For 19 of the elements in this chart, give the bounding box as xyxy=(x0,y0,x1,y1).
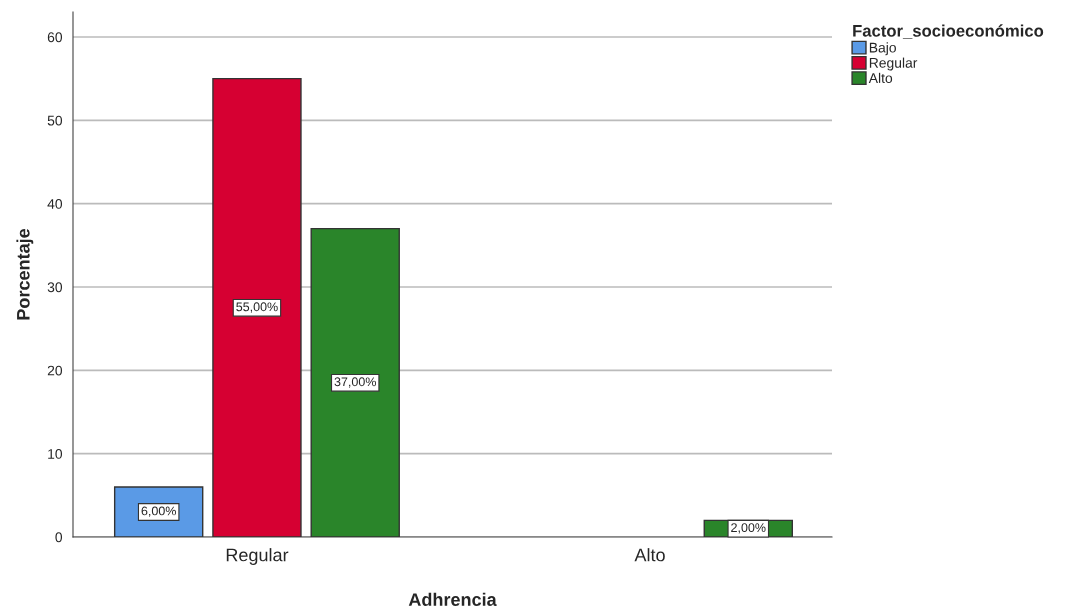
y-tick-label: 40 xyxy=(47,199,63,209)
y-axis-title: Porcentaje xyxy=(16,228,34,320)
legend-label: Regular xyxy=(869,57,918,71)
data-label: 6,00% xyxy=(141,506,176,517)
data-label: 37,00% xyxy=(334,377,376,388)
bar xyxy=(310,227,400,537)
data-label: 2,00% xyxy=(731,523,766,534)
x-axis-title: Adhrencia xyxy=(408,592,497,606)
y-tick-label: 60 xyxy=(47,32,63,43)
legend-label: Alto xyxy=(868,72,893,84)
y-tick-label: 20 xyxy=(47,365,63,376)
y-tick-label: 50 xyxy=(47,115,63,126)
y-tick-label: 10 xyxy=(48,449,63,459)
bar xyxy=(212,77,302,537)
y-tick-label: 0 xyxy=(55,532,63,543)
data-label: 55,00% xyxy=(236,302,278,313)
y-tick-label: 30 xyxy=(47,282,63,293)
legend-title: Factor_socioeconómico xyxy=(853,24,1044,39)
legend-label: Bajo xyxy=(869,42,896,56)
